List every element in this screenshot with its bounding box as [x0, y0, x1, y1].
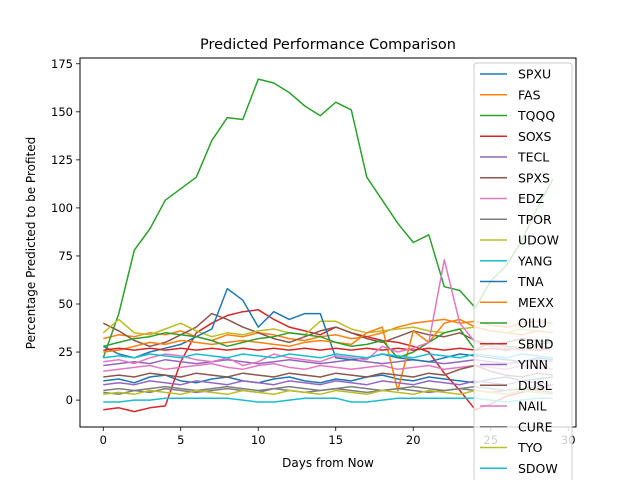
- legend-box: [473, 62, 573, 480]
- legend-label-sdow: SDOW: [518, 461, 558, 476]
- legend-label-oilu: OILU: [518, 316, 547, 331]
- legend-label-dusl: DUSL: [518, 378, 552, 393]
- x-tick-label: 5: [177, 433, 184, 447]
- legend-label-yinn: YINN: [517, 357, 548, 372]
- legend-label-tqqq: TQQQ: [517, 108, 555, 123]
- legend-label-tecl: TECL: [517, 150, 549, 165]
- legend-label-spxu: SPXU: [518, 67, 551, 82]
- legend: SPXU FAS TQQQ SOXS TECL SPXS EDZ TPOR UDOW YANG TN…: [473, 62, 573, 480]
- chart-title: Predicted Performance Comparison: [200, 37, 456, 53]
- legend-label-mexx: MEXX: [518, 295, 554, 310]
- y-tick-label: 50: [58, 297, 73, 311]
- x-axis-label: Days from Now: [282, 456, 374, 470]
- legend-label-fas: FAS: [518, 87, 541, 102]
- y-axis: 0 25 50 75 100 125 150 175: [51, 57, 80, 407]
- x-tick-label: 0: [100, 433, 107, 447]
- y-tick-label: 150: [51, 105, 73, 119]
- x-tick-label: 15: [328, 433, 343, 447]
- y-tick-label: 0: [66, 393, 73, 407]
- y-tick-label: 25: [58, 345, 73, 359]
- y-tick-label: 100: [51, 201, 73, 215]
- y-tick-label: 175: [51, 57, 73, 71]
- legend-label-sbnd: SBND: [518, 336, 554, 351]
- x-tick-label: 20: [406, 433, 421, 447]
- legend-label-tyo: TYO: [517, 440, 543, 455]
- legend-label-cure: CURE: [518, 419, 553, 434]
- legend-label-tpor: TPOR: [517, 212, 552, 227]
- y-tick-label: 75: [58, 249, 73, 263]
- legend-label-yang: YANG: [517, 253, 552, 268]
- plot-frame: [79, 57, 577, 428]
- y-axis-label: Percentage Predicted to be Profited: [24, 137, 38, 349]
- y-tick-label: 125: [51, 153, 73, 167]
- legend-label-nail: NAIL: [518, 399, 547, 414]
- legend-label-tna: TNA: [517, 274, 544, 289]
- legend-label-spxs: SPXS: [518, 170, 550, 185]
- legend-label-udow: UDOW: [518, 233, 559, 248]
- legend-label-edz: EDZ: [518, 191, 544, 206]
- x-tick-label: 10: [251, 433, 266, 447]
- legend-label-soxs: SOXS: [518, 129, 552, 144]
